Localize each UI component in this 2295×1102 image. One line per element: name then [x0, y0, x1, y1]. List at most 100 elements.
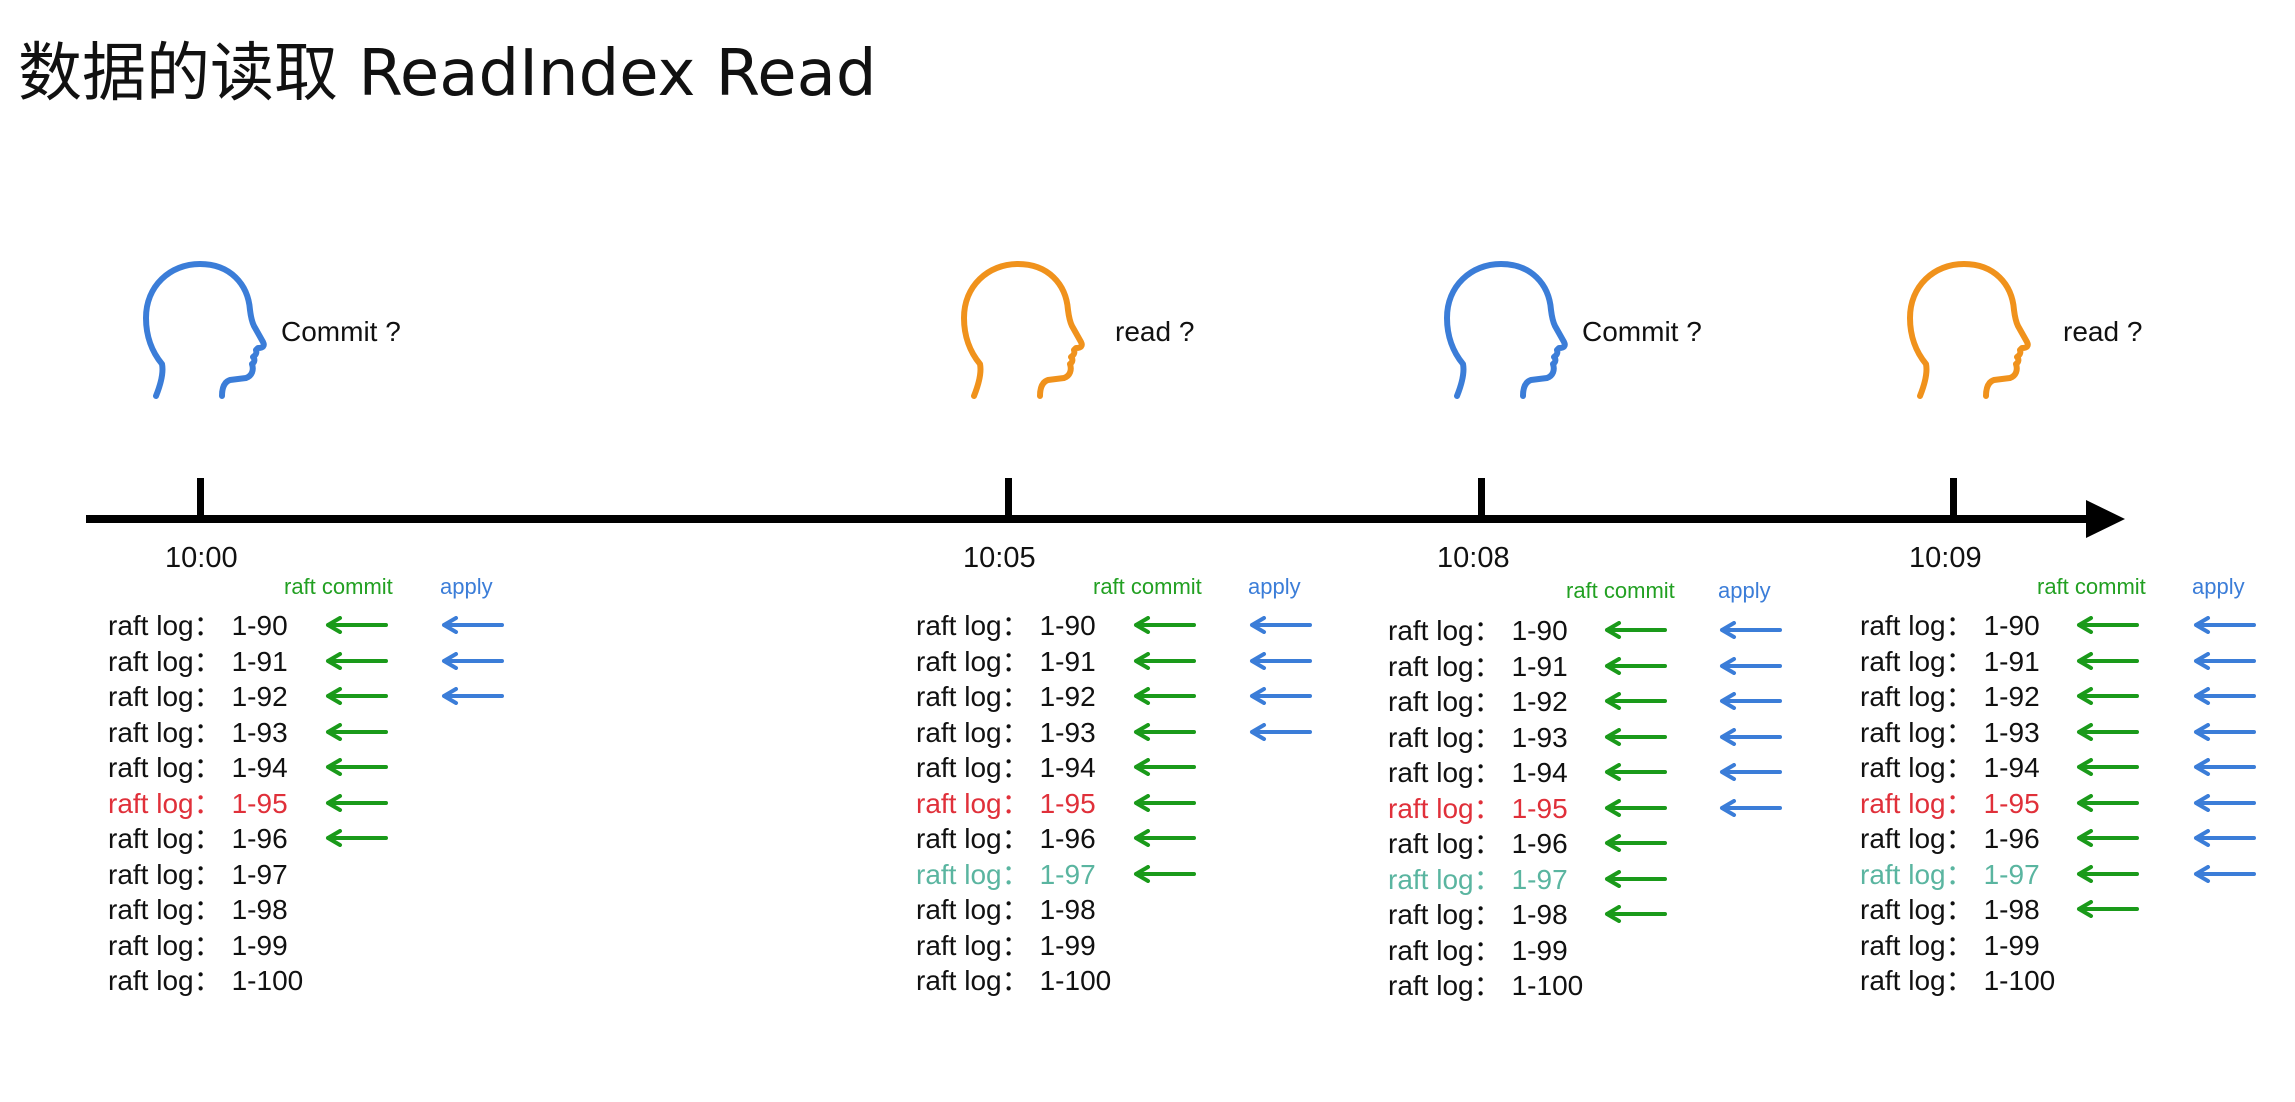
raft-log-label: raft log： [108, 823, 222, 854]
raft-log-index: 1-97 [1983, 858, 2040, 890]
raft-log-label: raft log： [916, 716, 1030, 748]
commit-arrow-icon [1605, 727, 1667, 746]
raft-log-label: raft log： [108, 929, 222, 961]
commit-arrow-icon [1134, 793, 1196, 812]
raft-log-entry: raft log： 1-92 [1388, 684, 1568, 719]
raft-log-index: 1-96 [1983, 823, 2040, 854]
raft-log-entry: raft log： 1-98 [1388, 897, 1568, 932]
apply-arrow-icon [2194, 722, 2256, 741]
apply-arrow-icon [2194, 758, 2256, 776]
raft-log-index: 1-99 [1511, 934, 1568, 966]
raft-log-index: 1-97 [231, 858, 288, 890]
apply-header: apply [2192, 574, 2245, 599]
raft-log-index: 1-91 [1983, 645, 2040, 677]
commit-arrow-icon [1134, 722, 1196, 741]
raft-log-index: 1-98 [231, 894, 288, 925]
raft-log-label: raft log： [1388, 686, 1502, 717]
commit-arrow-icon [326, 722, 388, 741]
raft-log-index: 1-95 [231, 787, 288, 819]
commit-arrow-icon [1134, 687, 1196, 705]
timeline-tick [1478, 478, 1485, 518]
raft-log-index: 1-92 [1983, 681, 2040, 712]
raft-log-label: raft log： [916, 752, 1030, 783]
raft-log-index: 1-97 [1039, 858, 1096, 890]
time-label: 10:08 [1437, 542, 1510, 574]
commit-arrow-icon [2077, 758, 2139, 776]
raft-log-entry: raft log： 1-97 [916, 857, 1096, 892]
apply-arrow-icon [442, 616, 504, 634]
commit-arrow-icon [1605, 869, 1667, 888]
raft-log-index: 1-97 [1511, 863, 1568, 895]
raft-log-entry: raft log： 1-91 [108, 644, 288, 679]
commit-arrow-icon [1134, 758, 1196, 776]
commit-arrow-icon [1134, 616, 1196, 634]
raft-log-index: 1-93 [1983, 716, 2040, 748]
commit-arrow-icon [326, 651, 388, 670]
commit-arrow-icon [1134, 829, 1196, 847]
raft-log-entry: raft log： 1-94 [108, 750, 288, 785]
apply-arrow-icon [1720, 692, 1782, 710]
raft-log-index: 1-91 [1511, 650, 1568, 682]
raft-commit-header: raft commit [1566, 578, 1675, 603]
raft-log-index: 1-96 [1039, 823, 1096, 854]
apply-arrow-icon [442, 651, 504, 670]
raft-log-index: 1-93 [231, 716, 288, 748]
commit-arrow-icon [1134, 864, 1196, 883]
apply-arrow-icon [2194, 864, 2256, 883]
apply-arrow-icon [1720, 656, 1782, 675]
commit-arrow-icon [326, 616, 388, 634]
commit-arrow-icon [1605, 656, 1667, 675]
commit-arrow-icon [326, 793, 388, 812]
page-title: 数据的读取 ReadIndex Read [18, 37, 877, 111]
commit-arrow-icon [2077, 687, 2139, 705]
raft-log-label: raft log： [108, 858, 222, 890]
head-icon [142, 260, 268, 407]
actor-question: read ? [1115, 316, 1195, 347]
raft-log-entry: raft log： 1-95 [108, 786, 288, 821]
raft-log-label: raft log： [1860, 787, 1974, 819]
raft-log-index: 1-98 [1511, 899, 1568, 930]
raft-log-index: 1-100 [1983, 965, 2056, 996]
raft-log-label: raft log： [108, 752, 222, 783]
raft-log-entry: raft log： 1-96 [108, 821, 288, 856]
apply-arrow-icon [2194, 829, 2256, 847]
raft-log-label: raft log： [1860, 716, 1974, 748]
raft-log-label: raft log： [1860, 681, 1974, 712]
raft-log-entry: raft log： 1-99 [1860, 928, 2040, 963]
raft-log-label: raft log： [1388, 899, 1502, 930]
raft-log-label: raft log： [1860, 823, 1974, 854]
raft-log-label: raft log： [1388, 792, 1502, 824]
raft-log-label: raft log： [1860, 752, 1974, 783]
raft-log-entry: raft log： 1-99 [916, 928, 1096, 963]
apply-arrow-icon [2194, 793, 2256, 812]
apply-arrow-icon [1720, 798, 1782, 817]
apply-header: apply [440, 574, 493, 599]
actor-question: read ? [2063, 316, 2143, 347]
raft-log-index: 1-93 [1039, 716, 1096, 748]
raft-log-label: raft log： [108, 894, 222, 925]
raft-log-entry: raft log： 1-90 [108, 608, 288, 643]
raft-log-index: 1-93 [1511, 721, 1568, 753]
raft-log-entry: raft log： 1-100 [1860, 963, 2055, 998]
raft-log-label: raft log： [1388, 615, 1502, 646]
commit-arrow-icon [1605, 905, 1667, 923]
actor-question: Commit ? [1582, 316, 1702, 347]
raft-log-entry: raft log： 1-97 [108, 857, 288, 892]
apply-arrow-icon [2194, 616, 2256, 634]
apply-arrow-icon [1250, 687, 1312, 705]
raft-log-label: raft log： [916, 858, 1030, 890]
raft-log-label: raft log： [1388, 828, 1502, 859]
raft-log-index: 1-99 [1983, 929, 2040, 961]
raft-log-index: 1-91 [231, 645, 288, 677]
raft-log-label: raft log： [916, 823, 1030, 854]
head-icon [1443, 260, 1569, 407]
raft-log-index: 1-95 [1039, 787, 1096, 819]
raft-log-entry: raft log： 1-95 [916, 786, 1096, 821]
apply-header: apply [1718, 578, 1771, 603]
raft-log-entry: raft log： 1-100 [108, 963, 303, 998]
raft-log-label: raft log： [1388, 757, 1502, 788]
raft-log-entry: raft log： 1-92 [916, 679, 1096, 714]
raft-log-index: 1-92 [1039, 681, 1096, 712]
raft-log-index: 1-94 [1039, 752, 1096, 783]
